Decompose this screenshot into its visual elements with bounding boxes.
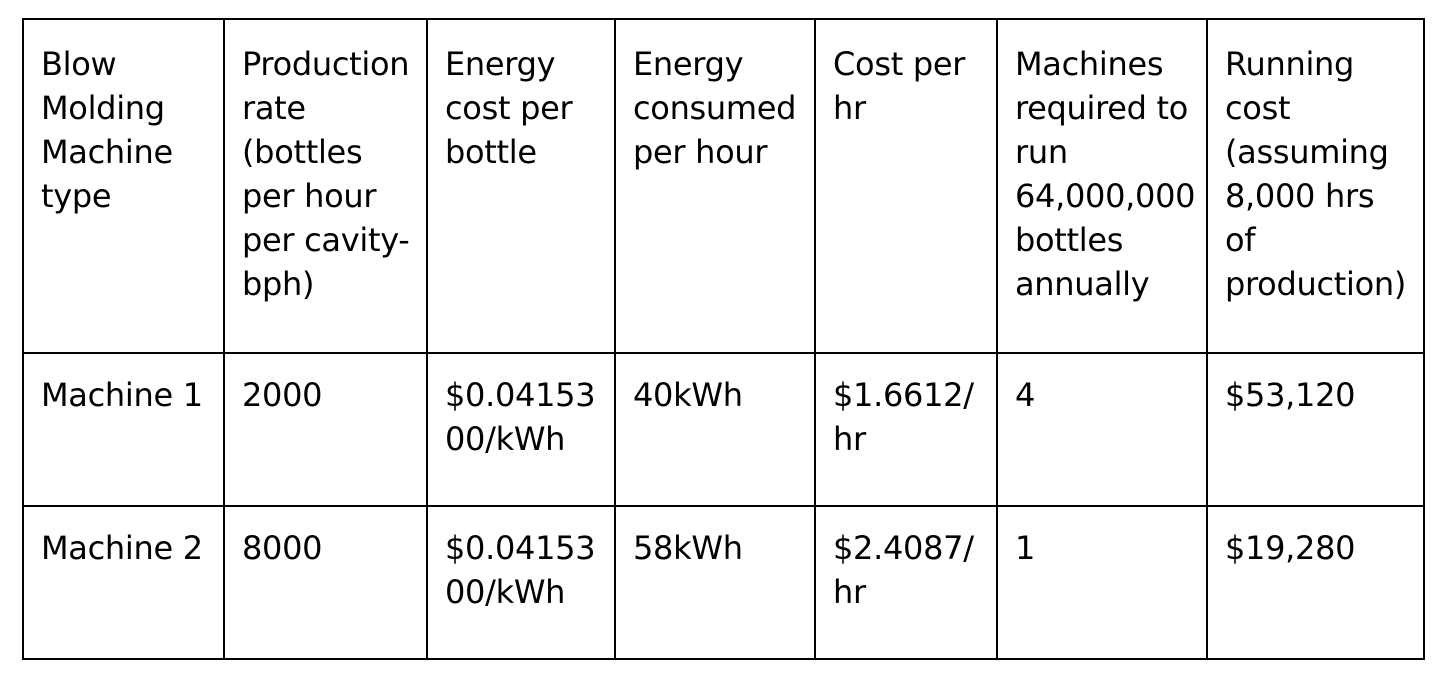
header-cost-per-hr: Cost per hr (814, 18, 998, 354)
header-production-rate: Production rate (bottles per hour per ca… (223, 18, 428, 354)
cell-machine-type: Machine 1 (22, 352, 225, 507)
header-energy-consumed-per-hour: Energy consumed per hour (614, 18, 816, 354)
cell-energy-cost-per-bottle: $0.04153 00/kWh (426, 505, 616, 660)
cell-energy-consumed-per-hour: 40kWh (614, 352, 816, 507)
cell-cost-per-hr: $1.6612/ hr (814, 352, 998, 507)
cell-machines-required: 1 (996, 505, 1208, 660)
cell-energy-cost-per-bottle: $0.04153 00/kWh (426, 352, 616, 507)
cell-running-cost: $53,120 (1206, 352, 1425, 507)
cell-energy-consumed-per-hour: 58kWh (614, 505, 816, 660)
table-row: Machine 2 8000 $0.04153 00/kWh 58kWh $2.… (22, 505, 1425, 660)
header-running-cost: Running cost (assuming 8,000 hrs of prod… (1206, 18, 1425, 354)
table-row: Machine 1 2000 $0.04153 00/kWh 40kWh $1.… (22, 352, 1425, 507)
header-machines-required: Machines required to run 64,000,000 bott… (996, 18, 1208, 354)
cell-running-cost: $19,280 (1206, 505, 1425, 660)
cell-machines-required: 4 (996, 352, 1208, 507)
cell-machine-type: Machine 2 (22, 505, 225, 660)
cell-production-rate: 2000 (223, 352, 428, 507)
cell-cost-per-hr: $2.4087/ hr (814, 505, 998, 660)
header-machine-type: Blow Molding Machine type (22, 18, 225, 354)
cell-production-rate: 8000 (223, 505, 428, 660)
header-energy-cost-per-bottle: Energy cost per bottle (426, 18, 616, 354)
machine-comparison-table: Blow Molding Machine type Production rat… (22, 18, 1425, 660)
table-header-row: Blow Molding Machine type Production rat… (22, 18, 1425, 354)
